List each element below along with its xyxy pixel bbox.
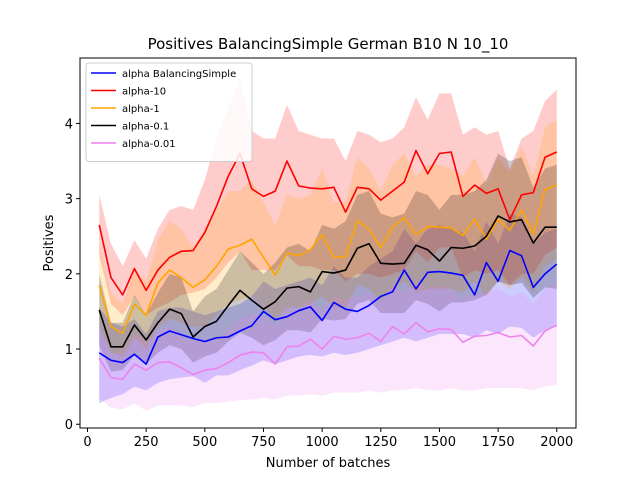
line-alpha-0-1 [98,215,557,348]
legend-label-alpha-0-1: alpha-0.1 [122,122,169,133]
line-alpha-balancingsimple [98,249,558,365]
band-alpha-1 [99,119,557,357]
series-lines [98,149,558,380]
band-alpha-10 [99,78,557,316]
x-tick-label-250: 250 [134,435,159,450]
legend-label-alpha-10: alpha-10 [122,87,166,98]
x-tick-label-500: 500 [192,435,217,450]
chart-title: Positives BalancingSimple German B10 N 1… [148,35,509,54]
line-alpha-0-01 [98,321,558,380]
x-tick-label-1250: 1250 [364,435,397,450]
y-tick-label-0: 0 [65,418,73,433]
line-alpha-10 [98,149,558,296]
x-tick-label-1500: 1500 [423,435,456,450]
y-tick-label-2: 2 [65,268,73,283]
x-tick-label-1750: 1750 [482,435,515,450]
y-tick-label-3: 3 [65,193,73,208]
plot-area-frame [79,57,577,429]
y-tick-label-1: 1 [65,343,73,358]
legend-label-alpha-0-01: alpha-0.01 [122,139,176,150]
line-alpha-1 [98,184,558,335]
x-tick-label-1000: 1000 [306,435,339,450]
x-axis-title: Number of batches [266,456,391,471]
x-tick-label-2000: 2000 [540,435,573,450]
legend-label-alpha-balancingsimple: alpha BalancingSimple [122,69,236,80]
band-alpha-0-1 [99,153,557,372]
y-tick-label-4: 4 [65,117,73,132]
y-axis: 0 1 2 3 4 [65,117,80,433]
legend: alpha BalancingSimple alpha-10 alpha-1 alph… [85,62,253,162]
y-axis-title: Positives [42,214,57,271]
legend-box [85,62,253,162]
legend-label-alpha-1: alpha-1 [122,104,160,115]
band-alpha-balancingsimple [99,213,557,404]
confidence-bands [99,78,557,411]
x-tick-label-0: 0 [83,435,91,450]
x-tick-label-750: 750 [251,435,276,450]
band-alpha-0-01 [99,281,557,411]
x-axis: 0 250 500 750 1000 1250 1500 1750 2000 [83,428,573,450]
